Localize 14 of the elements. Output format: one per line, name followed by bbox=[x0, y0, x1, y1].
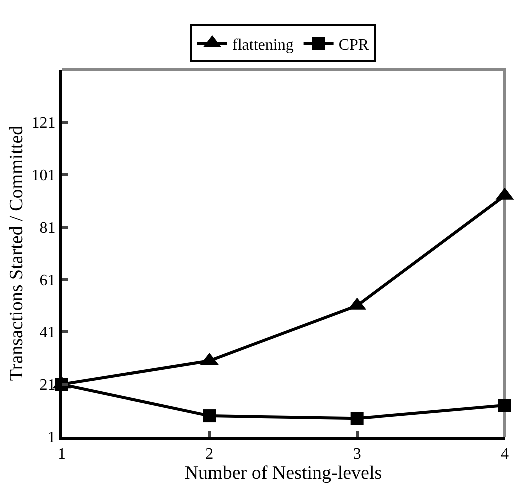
y-axis-title: Transactions Started / Committed bbox=[6, 125, 28, 382]
y-tick-label: 61 bbox=[40, 272, 56, 290]
x-tick-label: 2 bbox=[206, 446, 214, 464]
x-axis-title: Number of Nesting-levels bbox=[184, 463, 382, 484]
x-tick-label: 4 bbox=[501, 446, 509, 464]
legend-label: flattening bbox=[232, 36, 294, 54]
y-tick-label: 41 bbox=[40, 324, 56, 342]
y-tick-label: 101 bbox=[32, 167, 56, 184]
legend-label: CPR bbox=[338, 36, 370, 54]
x-tick-label: 3 bbox=[353, 446, 362, 464]
y-tick-label: 121 bbox=[32, 115, 56, 132]
y-tick-label: 81 bbox=[40, 220, 56, 237]
y-tick-label: 21 bbox=[40, 377, 56, 394]
y-tick-label: 1 bbox=[48, 430, 56, 447]
